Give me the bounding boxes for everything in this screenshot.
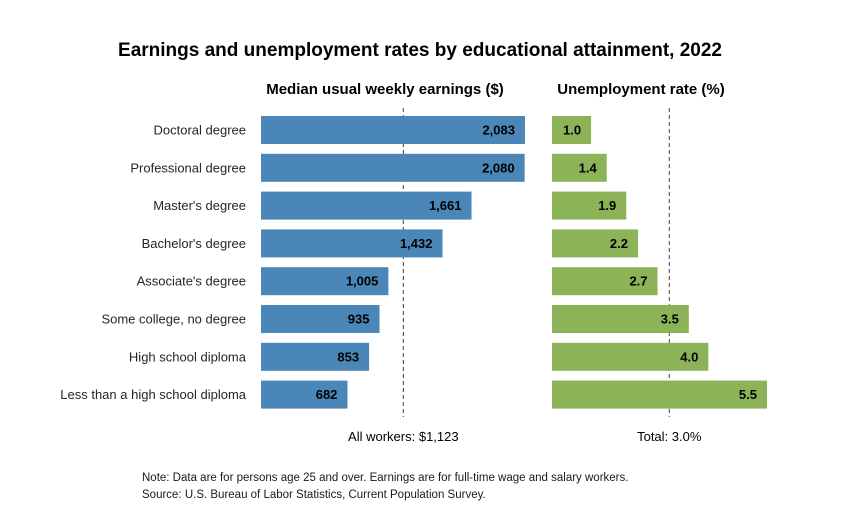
data-label: 1.9 <box>598 198 616 213</box>
chart-note: Note: Data are for persons age 25 and ov… <box>142 472 629 484</box>
data-label: 2.7 <box>629 274 647 289</box>
unemployment-panel: 1.0 1.4 1.9 2.2 2.7 3.5 4.0 5.5 Total: 3.0% <box>552 108 767 444</box>
bar <box>552 191 627 220</box>
data-label: 3.5 <box>661 312 679 327</box>
chart-source: Source: U.S. Bureau of Labor Statistics,… <box>142 489 486 501</box>
data-label: 1,661 <box>429 198 462 213</box>
data-label: 1,432 <box>400 236 433 251</box>
data-label: 682 <box>316 387 338 402</box>
category-label: High school diploma <box>129 349 247 364</box>
reference-label: Total: 3.0% <box>637 429 702 444</box>
bar <box>552 342 709 371</box>
bar <box>261 191 472 220</box>
data-label: 1.0 <box>563 123 581 138</box>
bar <box>552 305 689 333</box>
unemployment-panel-subtitle: Unemployment rate (%) <box>557 81 725 98</box>
data-label: 1,005 <box>346 274 379 289</box>
category-label: Associate's degree <box>137 274 246 289</box>
bar <box>552 116 592 144</box>
data-label: 1.4 <box>579 160 598 175</box>
bar <box>261 380 348 409</box>
bar <box>552 380 767 409</box>
category-label: Doctoral degree <box>154 123 247 138</box>
earnings-panel-subtitle: Median usual weekly earnings ($) <box>266 81 504 98</box>
data-label: 2.2 <box>610 236 628 251</box>
data-label: 4.0 <box>680 349 698 364</box>
bar <box>261 305 380 333</box>
chart-title: Earnings and unemployment rates by educa… <box>118 40 722 61</box>
data-label: 5.5 <box>739 387 757 402</box>
data-label: 935 <box>348 312 370 327</box>
earnings-panel: 2,083 2,080 1,661 1,432 1,005 935 853 682 All wo… <box>261 108 525 444</box>
bar <box>261 116 525 144</box>
category-label: Less than a high school diploma <box>60 387 247 402</box>
bar <box>552 153 607 182</box>
data-label: 853 <box>337 349 359 364</box>
bar <box>261 153 525 182</box>
chart: Earnings and unemployment rates by educa… <box>60 40 767 444</box>
data-label: 2,080 <box>482 160 515 175</box>
data-label: 2,083 <box>482 123 515 138</box>
bar <box>261 267 389 296</box>
bar <box>552 229 638 258</box>
category-label: Some college, no degree <box>101 312 246 327</box>
bar <box>261 342 370 371</box>
bar <box>552 267 658 296</box>
category-label: Professional degree <box>130 160 246 175</box>
category-labels: Doctoral degree Professional degree Master… <box>60 123 247 403</box>
category-label: Bachelor's degree <box>142 236 246 251</box>
reference-label: All workers: $1,123 <box>348 429 459 444</box>
bar <box>261 229 443 258</box>
category-label: Master's degree <box>153 198 246 213</box>
